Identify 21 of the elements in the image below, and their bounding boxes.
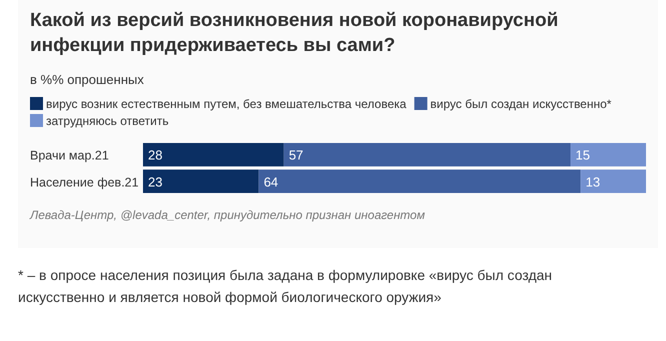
- legend-label: затрудняюсь ответить: [46, 114, 169, 128]
- bar: [143, 170, 259, 193]
- chart-title: Какой из версий возникновения новой коронавирусной инфекции придерживаетесь вы сами?: [30, 10, 558, 56]
- data-label: 23: [148, 174, 162, 190]
- bar: [258, 170, 581, 193]
- data-label: 28: [148, 148, 162, 163]
- data-label: 15: [576, 148, 590, 163]
- data-label: 64: [264, 174, 278, 190]
- text: Левада-Центр, @levada_center, принудительно признан иноагентом: [29, 208, 425, 222]
- bar: [143, 143, 284, 166]
- chart-subtitle: в %% опрошенных: [30, 72, 144, 87]
- legend-label: вирус был создан искусственно*: [430, 97, 612, 111]
- legend-label: вирус возник естественным путем, без вмешательства человека: [46, 97, 407, 111]
- bar: [570, 143, 646, 166]
- bar: [580, 170, 646, 193]
- data-label: 13: [586, 174, 600, 190]
- data-label: 57: [288, 148, 304, 163]
- y-tick-label: Врачи мар.21: [30, 148, 109, 163]
- text: * – в опросе населения позиция была задана в формулировке «вирус был создан искусственно и является новой формой биологического оружия»: [18, 267, 552, 305]
- y-tick-label: Население фев.21: [30, 175, 139, 190]
- bar: [284, 143, 571, 166]
